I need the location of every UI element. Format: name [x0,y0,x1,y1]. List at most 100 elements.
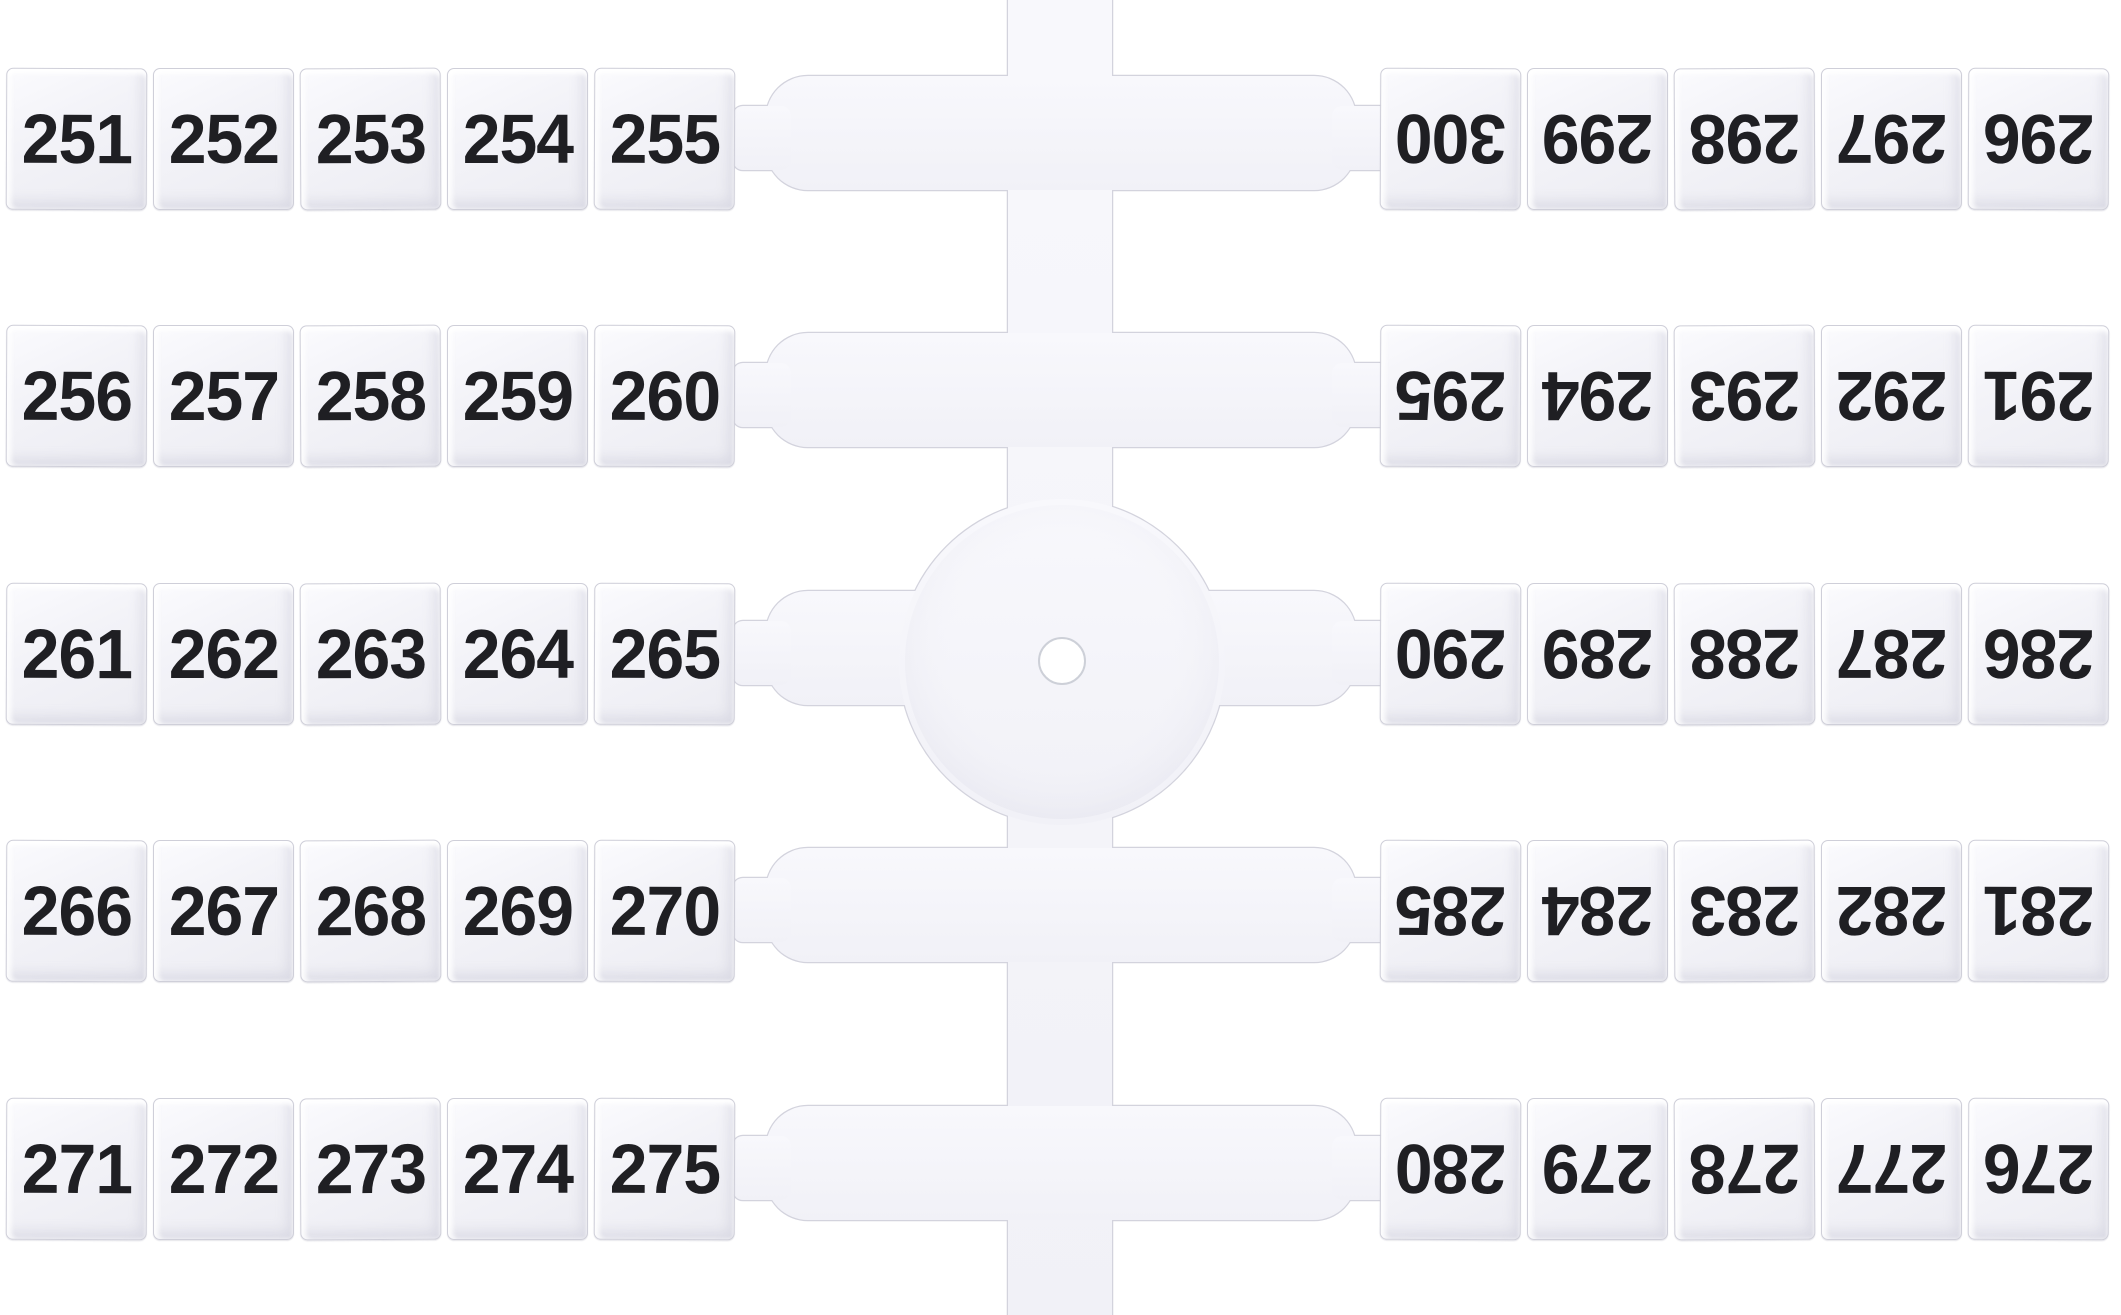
marker-tag-number: 260 [609,356,720,436]
marker-tag-number: 267 [168,872,279,950]
sprue-neck-right-row2 [1332,363,1390,427]
marker-tag-number: 270 [609,871,720,951]
marker-tag-number: 299 [1542,100,1653,178]
marker-tag-number: 255 [609,99,720,179]
marker-tag: 285 [1379,839,1522,983]
sprue-neck-right-row3 [1332,621,1390,685]
marker-tag: 271 [5,1097,148,1241]
marker-tag: 279 [1527,1098,1668,1240]
marker-tag: 290 [1379,582,1522,726]
marker-tag: 274 [447,1098,588,1240]
marker-tag: 292 [1821,325,1962,467]
marker-tag: 288 [1673,582,1816,726]
marker-tag: 273 [299,1097,442,1241]
tag-strip-right-row3: 290 289 288 287 286 [1379,582,2110,726]
marker-tag: 257 [153,325,294,467]
sprue-arm-row5 [766,1106,1356,1220]
marker-tag: 299 [1527,68,1668,210]
marker-tag-number: 282 [1836,872,1947,950]
marker-tag: 272 [153,1098,294,1240]
marker-tag-number: 251 [21,99,132,179]
marker-tag-number: 272 [168,1130,279,1208]
marker-tag-number: 280 [1395,1129,1506,1209]
sprue-neck-left-row4 [733,878,791,942]
marker-tag-number: 269 [462,872,573,950]
sprue-neck-left-row1 [733,106,791,170]
marker-tag-number: 252 [168,100,279,178]
marker-tag-number: 291 [1983,356,2094,436]
marker-tag: 295 [1379,324,1522,468]
marker-tag-number: 284 [1542,872,1653,950]
marker-tag-number: 256 [21,356,132,436]
marker-tag: 287 [1821,583,1962,725]
marker-tag: 269 [447,840,588,982]
marker-tag-number: 283 [1689,871,1800,951]
sprue-neck-left-row5 [733,1136,791,1200]
marker-tag-number: 289 [1542,615,1653,693]
marker-tag-number: 293 [1689,356,1800,436]
marker-tag-number: 294 [1542,357,1653,435]
sprue-center-hole [1038,637,1086,685]
marker-tag: 296 [1967,67,2110,211]
tag-strip-left-row4: 266 267 268 269 270 [5,839,736,983]
marker-tag-number: 264 [462,615,573,693]
marker-tag-number: 278 [1689,1129,1800,1209]
marker-tag-number: 276 [1983,1129,2094,1209]
marker-tag-number: 263 [315,614,426,694]
marker-tag-number: 275 [609,1129,720,1209]
marker-tag: 263 [299,582,442,726]
marker-tag-number: 253 [315,99,426,179]
tag-strip-left-row2: 256 257 258 259 260 [5,324,736,468]
marker-tag: 277 [1821,1098,1962,1240]
tag-strip-right-row4: 285 284 283 282 281 [1379,839,2110,983]
marker-tag: 291 [1967,324,2110,468]
tag-strip-left-row3: 261 262 263 264 265 [5,582,736,726]
marker-tag-number: 274 [462,1130,573,1208]
marker-tag-number: 262 [168,615,279,693]
marker-tag-number: 287 [1836,615,1947,693]
marker-tag-number: 285 [1395,871,1506,951]
marker-tag: 260 [593,324,736,468]
marker-tag: 294 [1527,325,1668,467]
sprue-neck-left-row3 [733,621,791,685]
marker-tag-number: 279 [1542,1130,1653,1208]
marker-tag: 267 [153,840,294,982]
marker-tag: 298 [1673,67,1816,211]
marker-tag-number: 271 [21,1129,132,1209]
marker-tag-number: 265 [609,614,720,694]
marker-tag: 252 [153,68,294,210]
marker-tag: 293 [1673,324,1816,468]
marker-tag: 268 [299,839,442,983]
sprue-arm-row4 [766,848,1356,962]
sprue-neck-right-row5 [1332,1136,1390,1200]
marker-tag: 297 [1821,68,1962,210]
sprue-neck-right-row4 [1332,878,1390,942]
marker-tag: 264 [447,583,588,725]
marker-tag: 282 [1821,840,1962,982]
tag-strip-right-row1: 300 299 298 297 296 [1379,67,2110,211]
marker-tag-number: 281 [1983,871,2094,951]
marker-tag-number: 295 [1395,356,1506,436]
marker-tag: 283 [1673,839,1816,983]
marker-tag: 270 [593,839,736,983]
marker-tag: 280 [1379,1097,1522,1241]
marker-tag: 259 [447,325,588,467]
marker-tag: 286 [1967,582,2110,726]
marker-tag-number: 296 [1983,99,2094,179]
marker-tag: 276 [1967,1097,2110,1241]
tag-strip-left-row5: 271 272 273 274 275 [5,1097,736,1241]
marker-tag: 300 [1379,67,1522,211]
marker-tag: 253 [299,67,442,211]
marker-tag: 258 [299,324,442,468]
marker-tag-number: 254 [462,100,573,178]
marker-tag-number: 277 [1836,1130,1947,1208]
sprue-neck-right-row1 [1332,106,1390,170]
marker-tag-number: 290 [1395,614,1506,694]
marker-tag: 254 [447,68,588,210]
marker-tag-number: 292 [1836,357,1947,435]
marker-tag: 266 [5,839,148,983]
marker-tag-number: 257 [168,357,279,435]
marker-tag: 265 [593,582,736,726]
tag-strip-right-row2: 295 294 293 292 291 [1379,324,2110,468]
